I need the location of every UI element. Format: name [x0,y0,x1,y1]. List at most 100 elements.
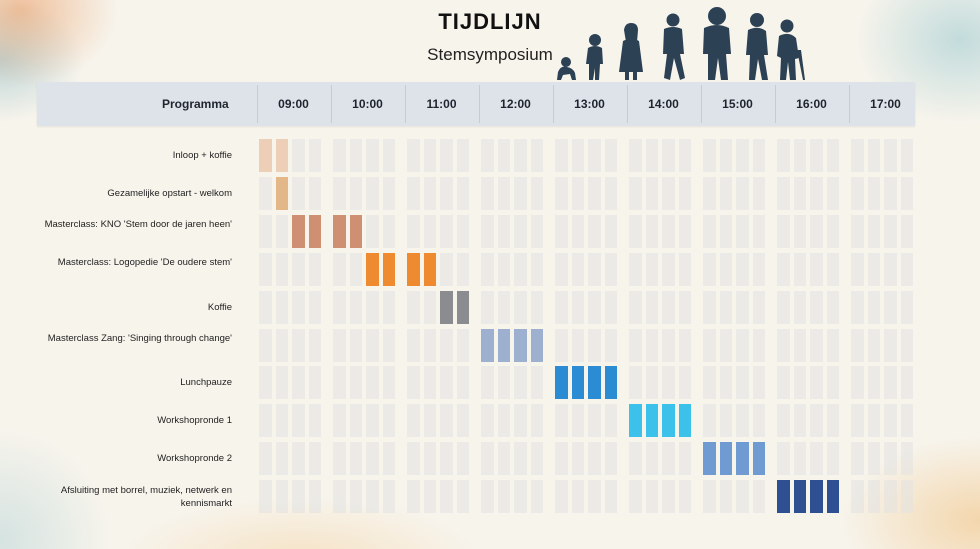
timeline-block-empty [793,442,806,476]
timeline-block-empty [366,214,379,248]
timeline-block-empty [349,139,362,172]
timeline-block-empty [497,252,510,286]
timeline-block-empty [333,252,346,286]
timeline-block-empty [497,290,510,324]
timeline-block-empty [292,442,305,476]
timeline-block-empty [826,442,839,476]
timeline-block-empty [703,139,716,172]
timeline-block-empty [481,366,494,400]
timeline-block-empty [571,290,584,324]
timeline-block-filled [810,480,823,514]
child-figure-icon [586,34,603,80]
timeline-block-empty [530,176,543,210]
timeline-block-empty [292,252,305,286]
timeline-block-empty [900,139,913,172]
timeline-block-empty [333,328,346,362]
timeline-block-empty [678,252,691,286]
timeline-block-empty [366,176,379,210]
timeline-block-empty [662,442,675,476]
timeline-block-empty [662,328,675,362]
timeline-block-empty [497,214,510,248]
timeline-block-empty [752,176,765,210]
timeline-block-empty [736,328,749,362]
timeline-block-empty [333,404,346,438]
timeline-block-empty [810,328,823,362]
timeline-block-empty [719,404,732,438]
timeline-block-empty [349,480,362,514]
timeline-block-empty [440,480,453,514]
timeline-block-empty [826,252,839,286]
timeline-block-empty [514,290,527,324]
timeline-block-empty [481,404,494,438]
timeline-block-empty [900,328,913,362]
timeline-block-empty [826,404,839,438]
timeline-block-empty [366,139,379,172]
timeline-block-empty [407,290,420,324]
timeline-block-empty [259,480,272,514]
timeline-block-filled [645,404,658,438]
timeline-block-empty [571,176,584,210]
timeline-block-empty [678,214,691,248]
timeline-block-empty [456,139,469,172]
timeline-block-empty [678,290,691,324]
timeline-block-empty [440,328,453,362]
timeline-block-empty [810,442,823,476]
timeline-block-empty [736,290,749,324]
timeline-block-empty [292,404,305,438]
page-subtitle: Stemsymposium [427,45,553,64]
timeline-block-empty [481,290,494,324]
timeline-block-empty [719,480,732,514]
adult-man-figure-icon [703,7,731,80]
header-separator [627,85,628,123]
timeline-block-empty [259,214,272,248]
timeline-block-empty [678,442,691,476]
timeline-block-filled [440,290,453,324]
timeline-block-empty [497,442,510,476]
timeline-block-empty [456,366,469,400]
timeline-block-empty [629,442,642,476]
young-man-figure-icon [663,13,685,80]
timeline-block-empty [851,366,864,400]
program-item-label: Masterclass: Logopedie 'De oudere stem' [57,257,232,269]
timeline-block-empty [719,139,732,172]
timeline-block-empty [662,139,675,172]
timeline-block-empty [629,176,642,210]
timeline-block-filled [826,480,839,514]
timeline-block-empty [382,366,395,400]
timeline-block-filled [571,366,584,400]
timeline-block-filled [736,442,749,476]
timeline-block-empty [604,214,617,248]
timeline-block-empty [481,252,494,286]
time-header-1600: 16:00 [796,97,827,111]
timeline-block-empty [900,176,913,210]
timeline-block-empty [497,480,510,514]
timeline-block-empty [777,139,790,172]
timeline-block-empty [662,176,675,210]
timeline-block-empty [736,139,749,172]
timeline-block-filled [259,139,272,172]
timeline-block-empty [777,290,790,324]
timeline-block-empty [884,404,897,438]
timeline-block-empty [884,139,897,172]
timeline-block-empty [259,442,272,476]
program-item-label: Workshopronde 2 [157,453,232,465]
timeline-block-empty [259,252,272,286]
timeline-block-empty [514,442,527,476]
timeline-block-empty [275,404,288,438]
timeline-block-empty [555,480,568,514]
header-separator [331,85,332,123]
timeline-block-empty [382,404,395,438]
timeline-block-filled [793,480,806,514]
timeline-block-empty [259,176,272,210]
timeline-block-empty [793,252,806,286]
timeline-block-empty [366,480,379,514]
timeline-block-empty [736,214,749,248]
program-item-label: Gezamelijke opstart - welkom [107,187,232,199]
timeline-block-empty [481,480,494,514]
timeline-block-empty [349,366,362,400]
timeline-block-empty [259,366,272,400]
timeline-block-empty [333,139,346,172]
timeline-block-empty [719,214,732,248]
header-separator [849,85,850,123]
timeline-block-empty [259,328,272,362]
